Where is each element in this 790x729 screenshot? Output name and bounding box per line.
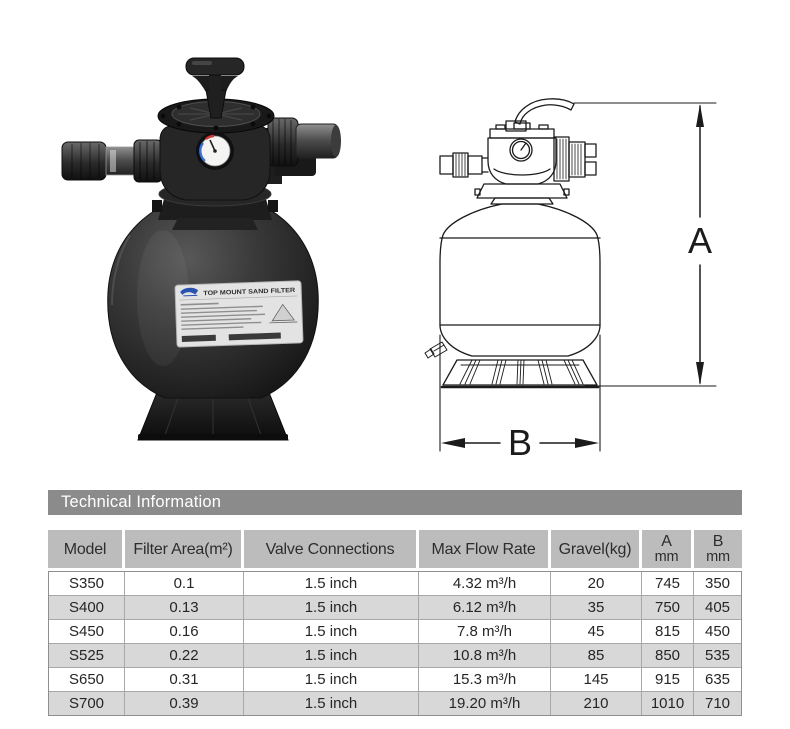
cell-b-mm: 405 [704, 599, 731, 616]
cell-valve-connections: 1.5 inch [244, 620, 419, 643]
table-row: S700 0.39 1.5 inch 19.20 m³/h 210 1010 7… [49, 692, 741, 715]
collar-outline [474, 183, 570, 205]
dim-b-label: B [508, 422, 532, 455]
column-header-model: Model [48, 530, 122, 568]
table-row: S350 0.1 1.5 inch 4.32 m³/h 20 745 350 [49, 572, 741, 596]
drain-fitting-outline [424, 341, 448, 359]
valve-handle-outline [505, 98, 575, 132]
brand-logo-icon [180, 287, 199, 297]
cell-valve-connections: 1.5 inch [244, 596, 419, 619]
column-header-gravel: Gravel(kg) [551, 530, 639, 568]
cell-max-flow-rate: 15.3 m³/h [419, 668, 551, 691]
left-union-outline [439, 152, 489, 178]
cell-b-mm: 535 [704, 647, 731, 664]
cell-a-mm: 750 [642, 596, 694, 619]
cell-model: S700 [49, 692, 125, 715]
column-header-max-flow-rate: Max Flow Rate [419, 530, 548, 568]
dim-line-a [573, 102, 717, 387]
barcode-icon [228, 332, 281, 341]
cell-filter-area: 0.31 [125, 668, 244, 691]
cell-gravel: 210 [551, 692, 642, 715]
cell-a-mm: 1010 [642, 692, 694, 715]
valve-outline [487, 122, 557, 185]
cell-model: S400 [49, 596, 125, 619]
sand-pile-icon [269, 303, 298, 324]
product-photo: TOP MOUNT SAND FILTER [61, 57, 341, 441]
cell-a-mm: 745 [642, 572, 694, 595]
cell-max-flow-rate: 7.8 m³/h [419, 620, 551, 643]
spec-table-header: Model Filter Area(m²) Valve Connections … [48, 530, 742, 568]
table-row: S450 0.16 1.5 inch 7.8 m³/h 45 815 450 [49, 620, 741, 644]
cell-filter-area: 0.13 [125, 596, 244, 619]
cell-b-mm: 450 [704, 623, 731, 640]
cell-b-mm: 710 [704, 695, 731, 712]
product-label: TOP MOUNT SAND FILTER [174, 280, 304, 348]
cell-max-flow-rate: 6.12 m³/h [419, 596, 551, 619]
cell-max-flow-rate: 19.20 m³/h [419, 692, 551, 715]
section-title-bar: Technical Information [48, 490, 742, 515]
cell-a-mm: 915 [642, 668, 694, 691]
cell-gravel: 35 [551, 596, 642, 619]
dim-line-b [439, 334, 601, 452]
cell-filter-area: 0.39 [125, 692, 244, 715]
filter-tank-outline [439, 203, 601, 357]
dimension-drawing: A B [424, 98, 717, 455]
t-handle [185, 57, 245, 119]
cell-b-mm: 635 [704, 671, 731, 688]
cell-filter-area: 0.1 [125, 572, 244, 595]
column-header-valve-connections: Valve Connections [244, 530, 416, 568]
cell-a-mm: 815 [642, 620, 694, 643]
section-title: Technical Information [61, 493, 222, 511]
label-fineprint-lines [180, 302, 266, 330]
cell-gravel: 45 [551, 620, 642, 643]
table-row: S525 0.22 1.5 inch 10.8 m³/h 85 850 535 [49, 644, 741, 668]
pressure-gauge-icon [196, 132, 234, 170]
cell-filter-area: 0.22 [125, 644, 244, 667]
spec-table-body: S350 0.1 1.5 inch 4.32 m³/h 20 745 350 S… [48, 571, 742, 716]
cell-valve-connections: 1.5 inch [244, 572, 419, 595]
cell-valve-connections: 1.5 inch [244, 644, 419, 667]
cell-b-mm: 350 [704, 575, 731, 592]
right-pipe-assembly [256, 117, 341, 184]
cell-max-flow-rate: 4.32 m³/h [419, 572, 551, 595]
cell-gravel: 20 [551, 572, 642, 595]
table-row: S400 0.13 1.5 inch 6.12 m³/h 35 750 405 [49, 596, 741, 620]
cell-model: S450 [49, 620, 125, 643]
cell-model: S525 [49, 644, 125, 667]
column-header-filter-area: Filter Area(m²) [125, 530, 241, 568]
barcode-icon [181, 334, 216, 342]
cell-max-flow-rate: 10.8 m³/h [419, 644, 551, 667]
cell-gravel: 145 [551, 668, 642, 691]
cell-filter-area: 0.16 [125, 620, 244, 643]
table-row: S650 0.31 1.5 inch 15.3 m³/h 145 915 635 [49, 668, 741, 692]
cell-valve-connections: 1.5 inch [244, 692, 419, 715]
right-union-outline [553, 136, 597, 182]
cell-model: S650 [49, 668, 125, 691]
label-title: TOP MOUNT SAND FILTER [203, 287, 296, 297]
cell-a-mm: 850 [642, 644, 694, 667]
base-skirt-outline [440, 359, 600, 389]
cell-model: S350 [49, 572, 125, 595]
cell-valve-connections: 1.5 inch [244, 668, 419, 691]
cell-gravel: 85 [551, 644, 642, 667]
dim-a-label: A [688, 220, 712, 261]
